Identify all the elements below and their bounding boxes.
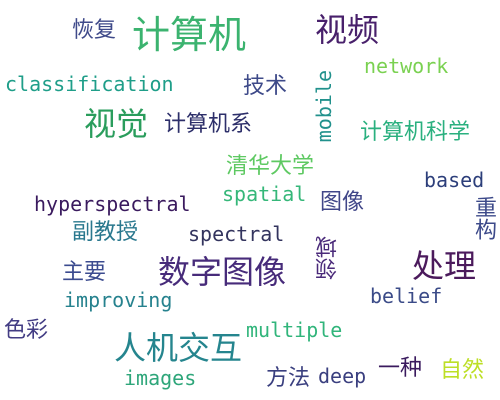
- word-classification: classification: [5, 72, 174, 96]
- word-huifu: 恢复: [72, 18, 117, 43]
- word-shipin: 视频: [315, 11, 380, 49]
- word-shijue: 视觉: [84, 105, 149, 143]
- word-jisuanjixi: 计算机系: [164, 112, 253, 137]
- word-hyperspectral: hyperspectral: [34, 192, 191, 216]
- word-zhonggou: 重构: [471, 196, 496, 240]
- word-mobile: mobile: [312, 70, 336, 143]
- word-network: network: [364, 54, 449, 78]
- word-improving: improving: [64, 288, 173, 312]
- word-based: based: [424, 168, 485, 192]
- word-tuxiang: 图像: [320, 190, 365, 215]
- word-shuzituxiang: 数字图像: [158, 253, 287, 291]
- word-images: images: [124, 366, 197, 390]
- word-chuli: 处理: [412, 247, 477, 285]
- word-secai: 色彩: [4, 318, 49, 343]
- word-jishu: 技术: [243, 74, 288, 99]
- word-fujiaoshou: 副教授: [72, 220, 139, 245]
- word-multiple: multiple: [246, 318, 343, 342]
- word-spatial: spatial: [222, 182, 307, 206]
- word-deep: deep: [318, 364, 367, 388]
- word-qinghua: 清华大学: [226, 154, 315, 179]
- word-spectral: spectral: [188, 222, 285, 246]
- word-ziran: 自然: [440, 358, 485, 383]
- word-jisuanji: 计算机: [132, 13, 247, 57]
- word-belief: belief: [370, 284, 443, 308]
- word-renjijiaohu: 人机交互: [114, 329, 243, 367]
- word-jisuanjikexue: 计算机科学: [360, 120, 471, 145]
- word-yizhong: 一种: [378, 356, 423, 381]
- word-fangfa: 方法: [266, 366, 311, 391]
- word-zhuyao: 主要: [62, 260, 107, 285]
- word-lingyu: 领域: [316, 236, 341, 280]
